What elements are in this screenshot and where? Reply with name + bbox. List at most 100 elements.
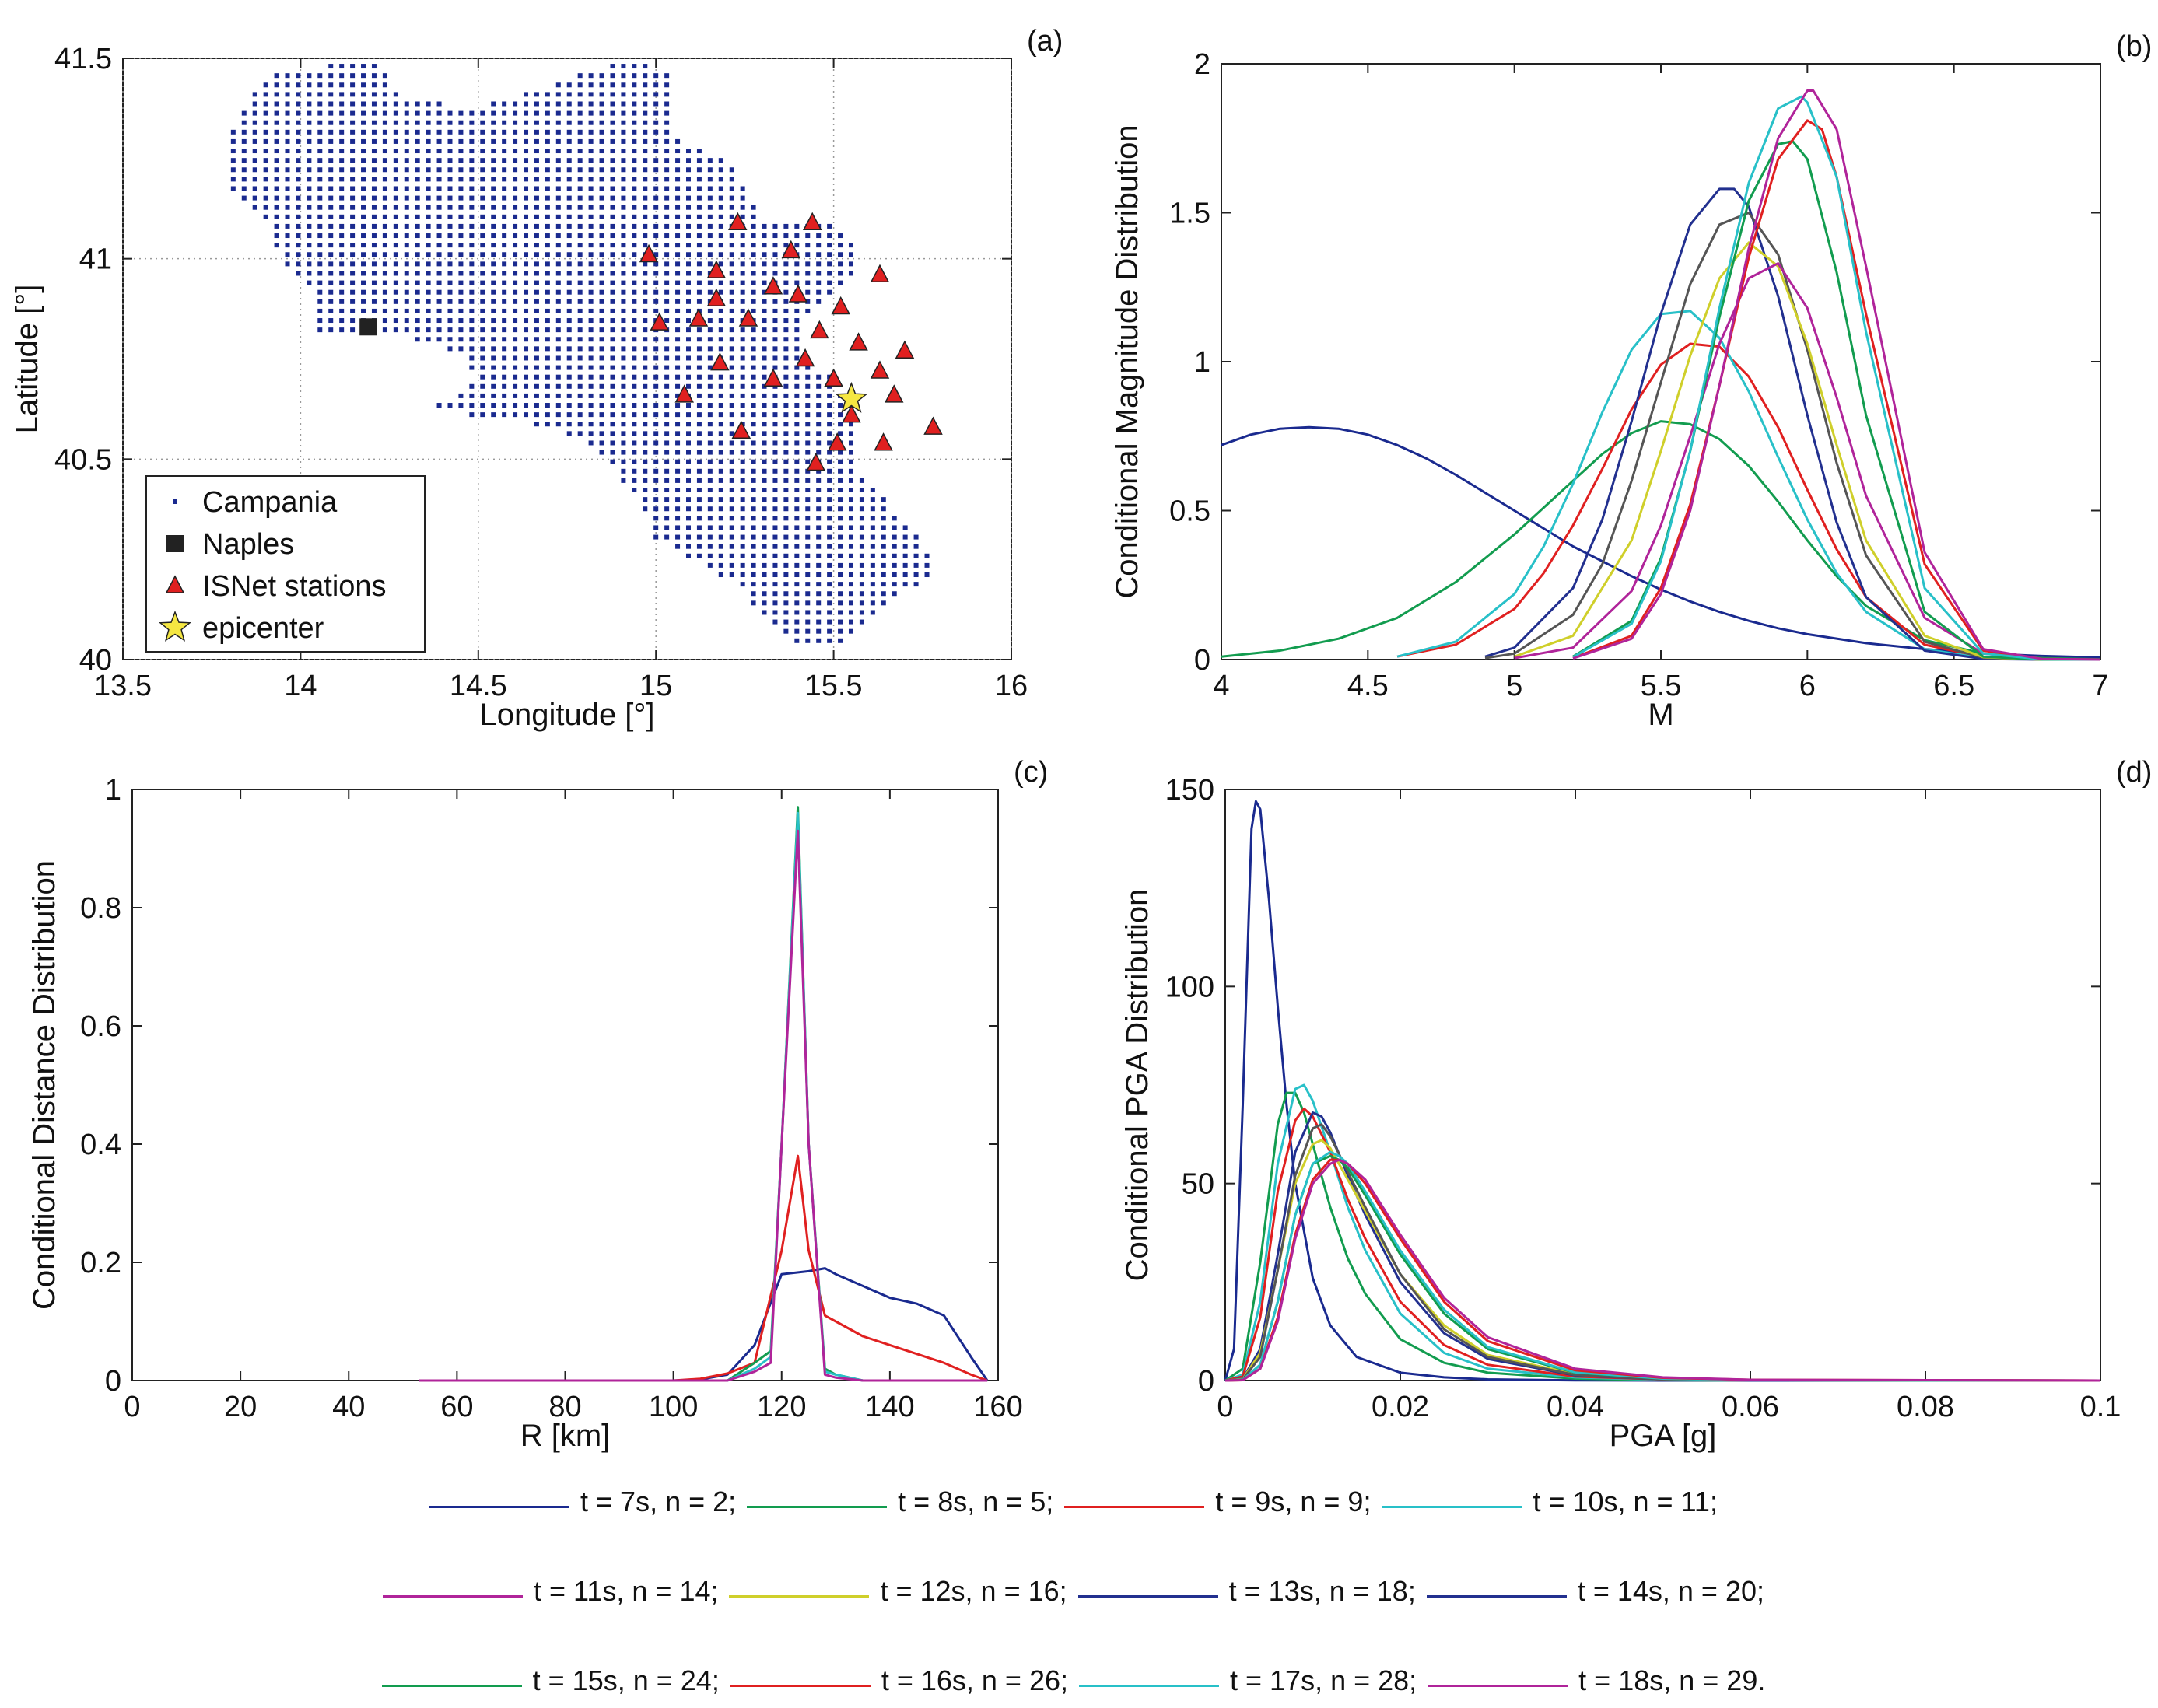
- campania-dot: [480, 290, 485, 295]
- campania-dot: [405, 111, 409, 116]
- campania-dot: [675, 177, 680, 181]
- campania-dot: [772, 422, 777, 426]
- campania-dot: [350, 196, 355, 201]
- campania-dot: [426, 299, 431, 304]
- campania-dot: [578, 205, 583, 210]
- campania-dot: [816, 375, 821, 380]
- campania-dot: [275, 82, 279, 87]
- campania-dot: [578, 130, 583, 135]
- campania-dot: [643, 196, 647, 201]
- campania-dot: [307, 243, 311, 247]
- campania-dot: [686, 469, 691, 474]
- campania-dot: [480, 327, 485, 332]
- campania-dot: [600, 101, 604, 106]
- campania-dot: [751, 469, 756, 474]
- campania-dot: [838, 582, 843, 586]
- campania-dot: [339, 92, 344, 96]
- campania-dot: [675, 440, 680, 445]
- campania-dot: [415, 167, 420, 172]
- campania-dot: [805, 252, 810, 257]
- campania-dot: [275, 167, 279, 172]
- campania-dot: [664, 101, 669, 106]
- campania-dot: [491, 111, 496, 116]
- campania-dot: [339, 233, 344, 238]
- campania-dot: [719, 544, 723, 549]
- campania-dot: [469, 186, 474, 191]
- campania-dot: [708, 563, 713, 568]
- campania-dot: [675, 252, 680, 257]
- campania-dot: [600, 215, 604, 219]
- campania-dot: [339, 158, 344, 163]
- campania-dot: [447, 281, 452, 285]
- campania-dot: [264, 92, 268, 96]
- campania-dot: [328, 243, 333, 247]
- campania-dot: [545, 252, 550, 257]
- campania-dot: [394, 139, 398, 144]
- campania-dot: [686, 215, 691, 219]
- campania-dot: [860, 620, 864, 625]
- campania-dot: [394, 158, 398, 163]
- campania-dot: [762, 318, 767, 323]
- campania-dot: [578, 92, 583, 96]
- campania-dot: [664, 497, 669, 502]
- campania-dot: [653, 233, 658, 238]
- campania-dot: [730, 299, 734, 304]
- panel-d-pga-chart: 0 0.02 0.04 0.06 0.08 0.1050100150PGA [g]Cond…: [1120, 756, 2152, 1453]
- campania-dot: [708, 177, 713, 181]
- campania-dot: [772, 403, 777, 408]
- campania-dot: [751, 516, 756, 520]
- campania-dot: [686, 318, 691, 323]
- campania-dot: [621, 233, 625, 238]
- campania-dot: [534, 384, 539, 389]
- campania-dot: [719, 572, 723, 577]
- campania-dot: [350, 64, 355, 68]
- campania-dot: [632, 82, 636, 87]
- campania-dot: [805, 431, 810, 436]
- campania-dot: [903, 535, 908, 540]
- x-tick-label: 60: [440, 1391, 473, 1423]
- campania-dot: [567, 111, 572, 116]
- campania-dot: [394, 327, 398, 332]
- campania-dot: [275, 111, 279, 116]
- campania-dot: [697, 384, 702, 389]
- campania-dot: [697, 158, 702, 163]
- campania-dot: [664, 215, 669, 219]
- campania-dot: [632, 121, 636, 125]
- campania-dot: [730, 243, 734, 247]
- campania-dot: [860, 610, 864, 614]
- campania-dot: [545, 224, 550, 229]
- campania-dot: [534, 271, 539, 275]
- campania-dot: [892, 591, 897, 596]
- campania-dot: [545, 327, 550, 332]
- campania-dot: [653, 337, 658, 341]
- plot-frame: [1221, 64, 2100, 660]
- campania-dot: [600, 233, 604, 238]
- campania-dot: [827, 497, 832, 502]
- campania-dot: [708, 497, 713, 502]
- campania-dot: [697, 544, 702, 549]
- campania-dot: [772, 412, 777, 417]
- campania-dot: [794, 440, 799, 445]
- campania-dot: [350, 309, 355, 313]
- campania-dot: [860, 563, 864, 568]
- campania-dot: [275, 224, 279, 229]
- campania-dot: [394, 167, 398, 172]
- campania-dot: [317, 271, 322, 275]
- campania-dot: [458, 318, 463, 323]
- campania-dot: [686, 535, 691, 540]
- campania-dot: [458, 299, 463, 304]
- campania-dot: [751, 252, 756, 257]
- campania-dot: [794, 639, 799, 643]
- campania-dot: [513, 261, 517, 266]
- campania-dot: [285, 205, 289, 210]
- campania-dot: [621, 139, 625, 144]
- campania-dot: [545, 337, 550, 341]
- campania-dot: [643, 497, 647, 502]
- campania-dot: [783, 327, 788, 332]
- campania-dot: [328, 82, 333, 87]
- campania-dot: [653, 478, 658, 483]
- campania-dot: [491, 261, 496, 266]
- campania-dot: [524, 412, 528, 417]
- campania-dot: [600, 412, 604, 417]
- campania-dot: [350, 224, 355, 229]
